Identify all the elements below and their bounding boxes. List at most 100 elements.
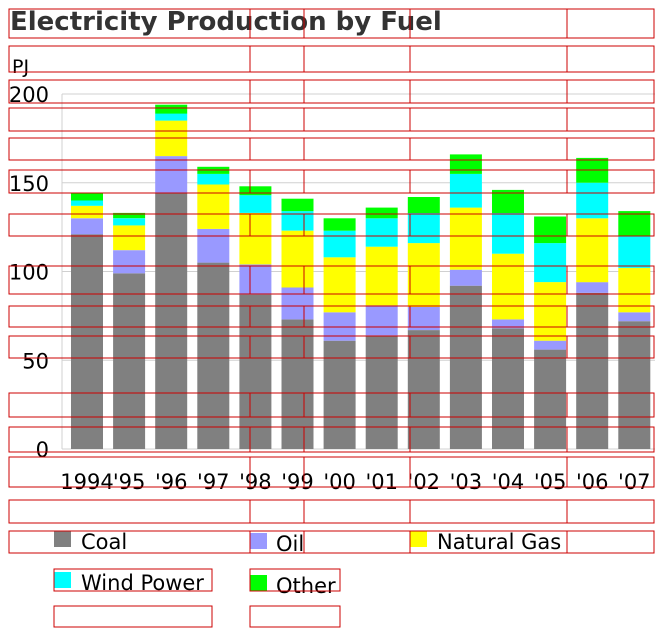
bar-segment-wind-power <box>576 182 609 219</box>
bar-segment-natural-gas <box>534 282 567 341</box>
bar-segment-coal <box>618 321 651 449</box>
y-axis-unit-label: PJ <box>12 56 29 78</box>
bar-segment-coal <box>534 349 567 449</box>
bar-segment-natural-gas <box>618 267 651 313</box>
bar-segment-coal <box>449 285 482 449</box>
overlay-box <box>8 45 251 73</box>
overlay-box <box>566 499 655 524</box>
bar-segment-wind-power <box>534 243 567 283</box>
bar-segment-coal <box>281 319 314 449</box>
overlay-box <box>409 107 568 132</box>
bar-segment-oil <box>492 319 524 329</box>
bar-segment-oil <box>576 282 609 293</box>
overlay-box <box>303 499 411 524</box>
bar-segment-other <box>534 216 567 244</box>
bar-segment-oil <box>197 228 230 263</box>
overlay-box <box>566 265 655 295</box>
overlay-box <box>249 79 305 104</box>
bar-segment-natural-gas <box>71 205 103 219</box>
overlay-box <box>409 45 568 73</box>
overlay-box <box>303 45 411 73</box>
overlay-box <box>566 107 655 132</box>
bar-segment-other <box>71 193 103 201</box>
y-tick-label: 150 <box>9 172 49 196</box>
bar-segment-coal <box>155 193 188 449</box>
x-tick-label: '06 <box>576 470 609 494</box>
bar-segment-oil <box>365 305 398 336</box>
overlay-box <box>8 530 251 554</box>
bar-segment-other <box>113 212 146 219</box>
x-tick-label: '97 <box>197 470 230 494</box>
overlay-box <box>53 605 213 628</box>
bar-segment-coal <box>239 294 272 449</box>
bar-segment-wind-power <box>113 218 146 226</box>
bar-segment-oil <box>618 312 651 322</box>
x-tick-label: '00 <box>323 470 356 494</box>
overlay-boxes <box>8 8 655 628</box>
bar-segment-oil <box>281 287 314 320</box>
bar-segment-coal <box>71 234 103 449</box>
bar-segment-other <box>239 186 272 196</box>
bar-segment-wind-power <box>281 211 314 231</box>
overlay-box <box>249 107 305 132</box>
bar-segment-other <box>365 207 398 219</box>
legend-label-coal: Coal <box>81 530 127 554</box>
bar-segment-wind-power <box>492 212 524 254</box>
overlay-box <box>8 499 251 524</box>
bar-segment-wind-power <box>618 236 651 268</box>
overlay-box <box>8 137 251 161</box>
x-tick-label: '98 <box>239 470 272 494</box>
x-tick-labels: 1994'95 '96 '97 '98 '99 '00 '01 '02 '03 '04 '05 '06… <box>60 470 650 494</box>
bar-segment-wind-power <box>155 113 188 121</box>
overlay-box <box>409 169 568 194</box>
bar-segment-natural-gas <box>239 212 272 265</box>
legend-swatch-wind-power <box>54 572 71 588</box>
x-tick-label: '04 <box>492 470 525 494</box>
x-tick-label: 1994 <box>60 470 113 494</box>
legend-swatch-oil <box>250 533 267 549</box>
bar-segment-wind-power <box>197 173 230 185</box>
x-tick-label: '01 <box>365 470 398 494</box>
overlay-box <box>566 335 655 359</box>
bar-segment-natural-gas <box>113 225 146 251</box>
bar-segment-other <box>492 189 524 213</box>
bar-segment-coal <box>576 292 609 449</box>
legend-swatch-other <box>250 575 267 591</box>
bar-segment-coal <box>407 330 440 449</box>
overlay-box <box>566 305 655 328</box>
overlay-box <box>566 530 655 554</box>
legend-label-other: Other <box>276 574 336 598</box>
bar-segment-oil <box>71 218 103 235</box>
bar-segment-other <box>449 154 482 174</box>
overlay-box <box>409 137 568 161</box>
legend-label-oil: Oil <box>276 532 304 556</box>
bar-segment-wind-power <box>71 200 103 206</box>
bar-segment-other <box>323 218 356 231</box>
overlay-box <box>566 45 655 73</box>
overlay-box <box>566 137 655 161</box>
overlay-box <box>409 79 568 104</box>
bar-segment-other <box>281 198 314 212</box>
overlay-box <box>566 426 655 453</box>
overlay-box <box>53 568 213 592</box>
overlay-box <box>566 456 655 488</box>
x-tick-label: '99 <box>281 470 314 494</box>
x-tick-label: '05 <box>534 470 567 494</box>
overlay-box <box>303 107 411 132</box>
x-tick-label: '02 <box>408 470 441 494</box>
y-tick-label: 100 <box>9 261 49 285</box>
bar-segment-wind-power <box>323 230 356 258</box>
bar-segment-oil <box>449 269 482 286</box>
overlay-box <box>566 392 655 418</box>
bar-segment-natural-gas <box>449 207 482 270</box>
overlay-box <box>566 213 655 237</box>
legend-swatch-coal <box>54 531 71 547</box>
overlay-box <box>566 169 655 194</box>
overlay-box <box>249 137 305 161</box>
bar-segment-other <box>407 197 440 213</box>
bar-segment-coal <box>113 273 146 449</box>
overlay-box <box>8 107 251 132</box>
